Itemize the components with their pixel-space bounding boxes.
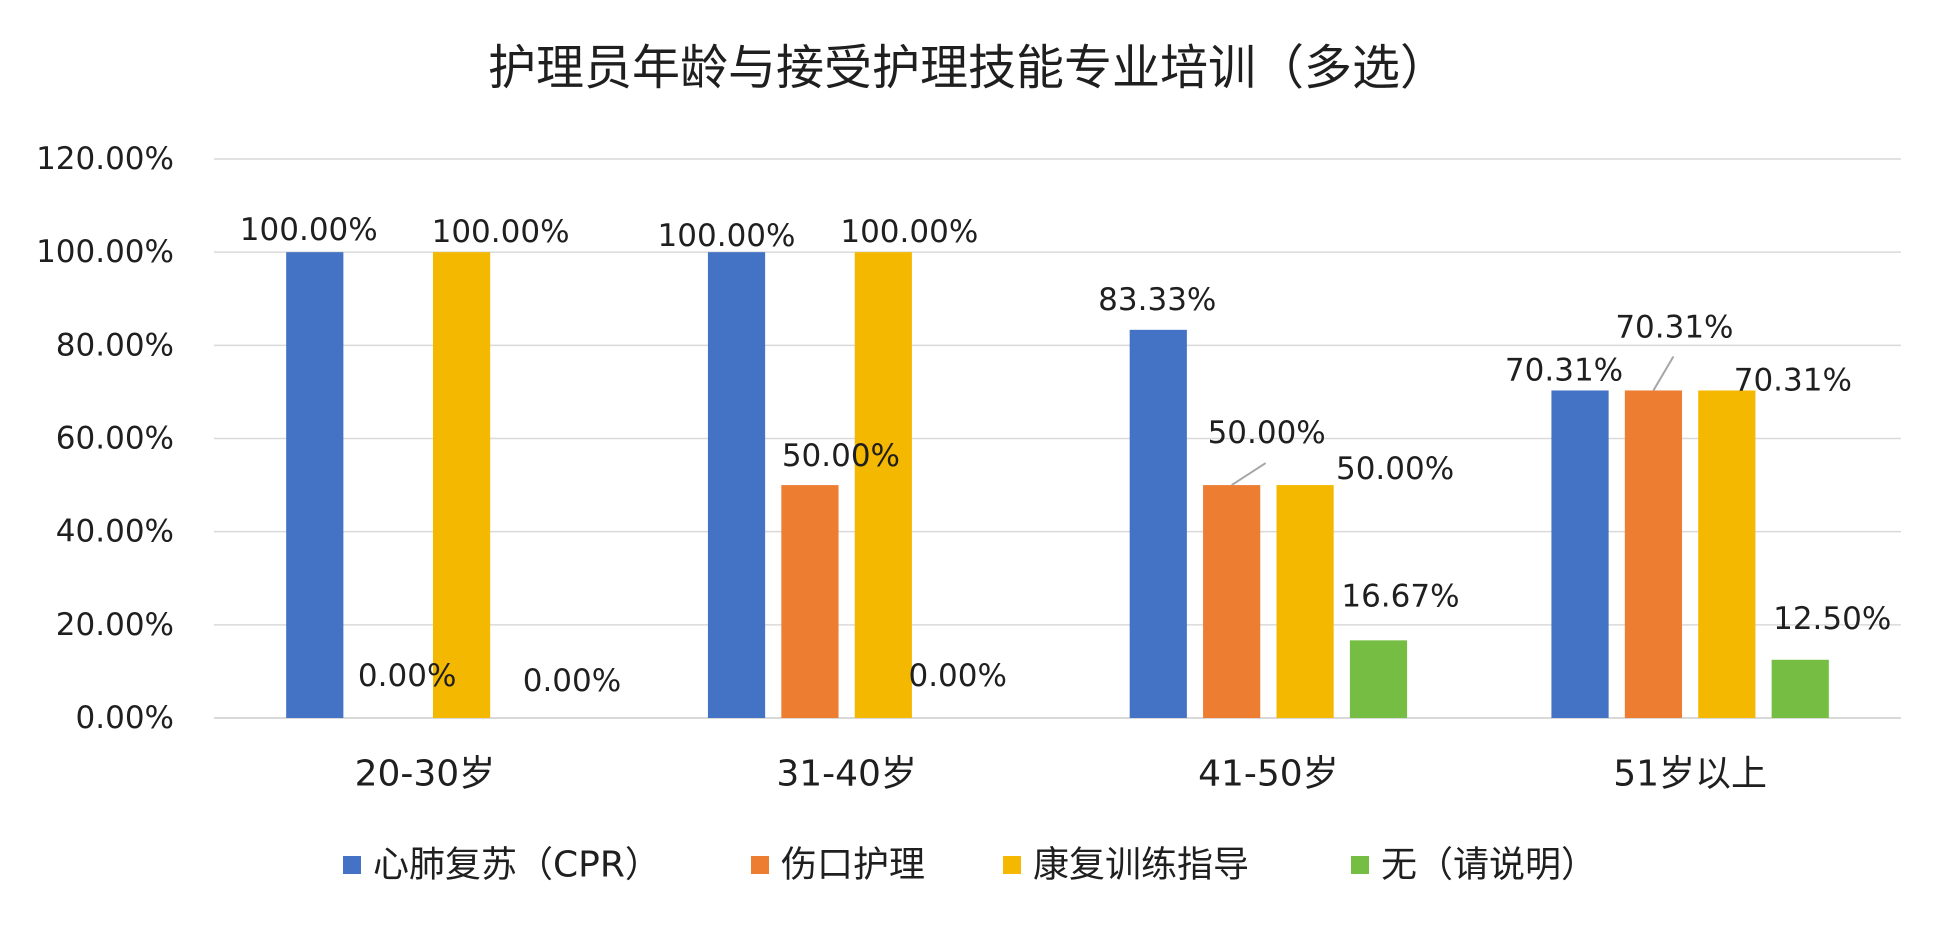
y-tick-label: 80.00%	[56, 327, 174, 363]
bar	[1771, 659, 1829, 718]
data-label: 50.00%	[1336, 451, 1454, 487]
bar	[1624, 390, 1683, 718]
y-tick-label: 120.00%	[36, 141, 174, 177]
legend-swatch	[751, 856, 769, 874]
leader-lines	[1231, 355, 1675, 486]
legend-label: 伤口护理	[781, 845, 925, 886]
data-label: 16.67%	[1341, 578, 1459, 614]
bars	[286, 252, 1829, 718]
data-label: 0.00%	[523, 663, 621, 699]
legend-label: 心肺复苏（CPR）	[373, 845, 661, 886]
data-label: 0.00%	[358, 658, 456, 694]
data-label: 70.31%	[1505, 352, 1623, 388]
legend-label: 康复训练指导	[1033, 845, 1249, 886]
legend-item: 无（请说明）	[1351, 845, 1597, 886]
x-axis-labels: 20-30岁 31-40岁 41-50岁 51岁以上	[355, 754, 1767, 795]
legend-item: 康复训练指导	[1003, 845, 1249, 886]
y-tick-label: 60.00%	[56, 421, 174, 457]
data-label: 12.50%	[1773, 601, 1891, 637]
x-tick-label: 51岁以上	[1613, 754, 1767, 795]
data-label: 100.00%	[840, 214, 978, 250]
bar	[286, 252, 344, 718]
legend-item: 伤口护理	[751, 845, 925, 886]
bar	[1349, 640, 1408, 718]
bar	[854, 252, 912, 718]
gridlines	[214, 158, 1901, 719]
data-label: 70.31%	[1615, 309, 1733, 345]
legend-swatch	[343, 856, 361, 874]
chart-title: 护理员年龄与接受护理技能专业培训（多选）	[488, 40, 1448, 96]
bar	[1203, 485, 1261, 718]
x-tick-label: 41-50岁	[1198, 754, 1339, 795]
legend-item: 心肺复苏（CPR）	[343, 845, 661, 886]
leader-line	[1652, 355, 1675, 391]
data-label: 0.00%	[908, 658, 1006, 694]
bar	[1129, 329, 1187, 718]
y-tick-label: 100.00%	[36, 234, 174, 270]
bar	[781, 485, 839, 718]
data-label: 100.00%	[432, 214, 570, 250]
bar	[707, 252, 766, 718]
y-tick-label: 0.00%	[76, 700, 174, 736]
legend-label: 无（请说明）	[1381, 845, 1597, 886]
data-label: 100.00%	[240, 212, 378, 248]
y-tick-label: 40.00%	[56, 514, 174, 550]
legend-swatch	[1003, 856, 1021, 874]
legend-swatch	[1351, 856, 1369, 874]
bar	[432, 252, 491, 718]
data-label: 100.00%	[658, 218, 796, 254]
bar	[1551, 390, 1609, 718]
legend: 心肺复苏（CPR） 伤口护理 康复训练指导 无（请说明）	[343, 845, 1597, 886]
bar	[1698, 390, 1756, 718]
data-label: 83.33%	[1098, 282, 1216, 318]
data-labels: 100.00% 100.00% 83.33% 70.31% 0.00% 50.00% 50.…	[240, 212, 1892, 699]
y-tick-label: 20.00%	[56, 607, 174, 643]
leader-line	[1231, 462, 1267, 486]
data-label: 50.00%	[1208, 415, 1326, 451]
x-tick-label: 20-30岁	[355, 754, 496, 795]
x-tick-label: 31-40岁	[776, 754, 917, 795]
data-label: 50.00%	[782, 438, 900, 474]
data-label: 70.31%	[1734, 362, 1852, 398]
bar	[1276, 485, 1334, 718]
y-axis-labels: 0.00% 20.00% 40.00% 60.00% 80.00% 100.00% 120.…	[36, 141, 174, 736]
